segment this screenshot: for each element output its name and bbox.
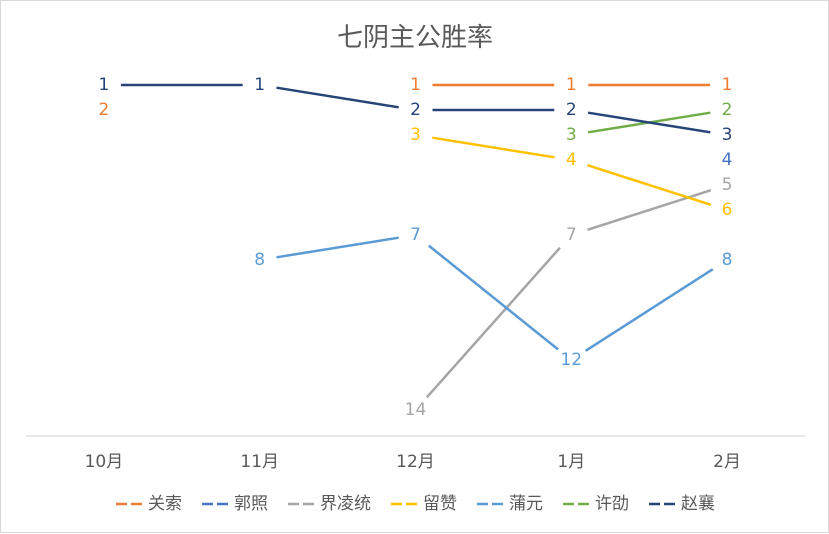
series-line-segment-蒲元 <box>584 268 714 352</box>
data-label-关索: 1 <box>410 75 421 95</box>
x-tick-label: 10月 <box>85 452 124 472</box>
data-label-赵襄: 1 <box>98 75 109 95</box>
data-label-赵襄: 3 <box>722 125 733 145</box>
data-label-留赞: 6 <box>722 200 733 220</box>
data-label-界凌统: 7 <box>566 225 577 245</box>
legend-label-界凌统: 界凌统 <box>320 494 371 514</box>
data-label-蒲元: 12 <box>560 350 582 370</box>
data-label-界凌统: 5 <box>722 175 733 195</box>
x-axis-ticks: 10月 11月 12月 1月 2月 <box>85 452 741 472</box>
data-label-关索: 1 <box>566 75 577 95</box>
data-label-赵襄: 2 <box>566 100 577 120</box>
legend-label-留赞: 留赞 <box>423 494 457 514</box>
legend-label-关索: 关索 <box>148 494 182 514</box>
data-label-留赞: 4 <box>566 150 577 170</box>
series-lines <box>120 83 714 399</box>
data-label-界凌统: 14 <box>405 400 427 420</box>
data-label-留赞: 3 <box>410 125 421 145</box>
series-line-segment-留赞 <box>587 164 712 206</box>
chart-title: 七阴主公胜率 <box>337 23 493 53</box>
legend: 关索 郭照 界凌统 留赞 蒲元 许劭 赵襄 <box>116 493 715 514</box>
x-tick-label: 12月 <box>396 452 435 472</box>
legend-label-蒲元: 蒲元 <box>509 494 543 514</box>
series-line-segment-蒲元 <box>276 236 399 259</box>
legend-label-许劭: 许劭 <box>595 494 629 514</box>
series-line-segment-赵襄 <box>276 86 399 109</box>
data-label-许劭: 3 <box>566 125 577 145</box>
data-label-关索: 1 <box>722 75 733 95</box>
series-line-segment-赵襄 <box>587 111 711 134</box>
data-label-蒲元: 8 <box>254 250 265 270</box>
data-label-赵襄: 2 <box>410 100 421 120</box>
x-tick-label: 1月 <box>557 452 585 472</box>
data-label-许劭: 2 <box>722 100 733 120</box>
data-label-郭照: 4 <box>722 150 733 170</box>
series-line-segment-界凌统 <box>425 246 561 399</box>
x-tick-label: 2月 <box>713 452 741 472</box>
legend-label-赵襄: 赵襄 <box>681 493 715 514</box>
data-label-蒲元: 7 <box>410 225 421 245</box>
data-label-关索: 2 <box>98 100 109 120</box>
legend-label-郭照: 郭照 <box>234 494 268 514</box>
series-line-segment-留赞 <box>432 136 555 159</box>
data-label-赵襄: 1 <box>254 75 265 95</box>
series-line-segment-界凌统 <box>587 189 712 231</box>
data-label-蒲元: 8 <box>722 250 733 270</box>
x-tick-label: 11月 <box>240 452 279 472</box>
series-line-segment-蒲元 <box>427 244 559 351</box>
